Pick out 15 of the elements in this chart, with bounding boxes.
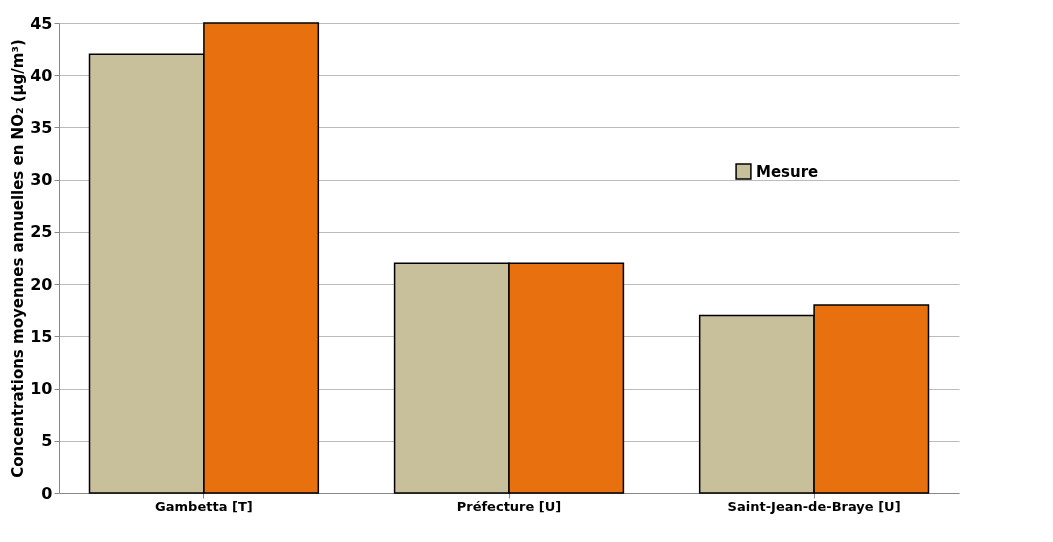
- y-tick-label: 35: [30, 117, 53, 137]
- y-tick-label: 25: [30, 222, 53, 242]
- y-tick-label: 20: [30, 274, 53, 294]
- y-tick-label: 5: [41, 431, 53, 451]
- y-axis-title: Concentrations moyennes annuelles en NO₂ (µg/m³): [9, 39, 28, 478]
- y-tick-label: 0: [41, 483, 53, 503]
- y-tick-label: 45: [30, 13, 53, 33]
- x-tick-label: Saint-Jean-de-Braye [U]: [727, 498, 901, 514]
- y-tick-label: 40: [30, 65, 53, 85]
- x-tick-label: Gambetta [T]: [155, 498, 253, 514]
- y-tick-label: 30: [30, 170, 53, 190]
- y-tick-label: 15: [30, 326, 53, 346]
- legend-label: Mesure: [756, 162, 819, 181]
- x-tick-label: Préfecture [U]: [456, 498, 562, 514]
- y-tick-label: 10: [30, 379, 53, 399]
